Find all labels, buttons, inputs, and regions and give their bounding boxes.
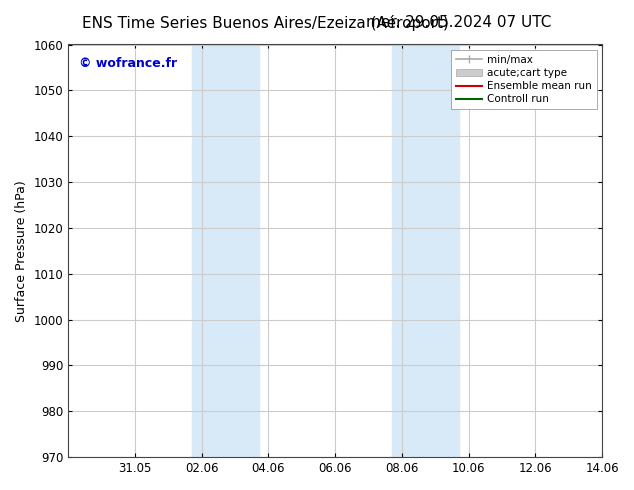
Y-axis label: Surface Pressure (hPa): Surface Pressure (hPa) — [15, 180, 28, 322]
Bar — [192, 45, 259, 457]
Legend: min/max, acute;cart type, Ensemble mean run, Controll run: min/max, acute;cart type, Ensemble mean … — [451, 49, 597, 109]
Text: ENS Time Series Buenos Aires/Ezeiza (Aéroport): ENS Time Series Buenos Aires/Ezeiza (Aér… — [82, 15, 450, 31]
Bar — [392, 45, 459, 457]
Text: mer. 29.05.2024 07 UTC: mer. 29.05.2024 07 UTC — [366, 15, 552, 30]
Text: © wofrance.fr: © wofrance.fr — [79, 57, 177, 70]
